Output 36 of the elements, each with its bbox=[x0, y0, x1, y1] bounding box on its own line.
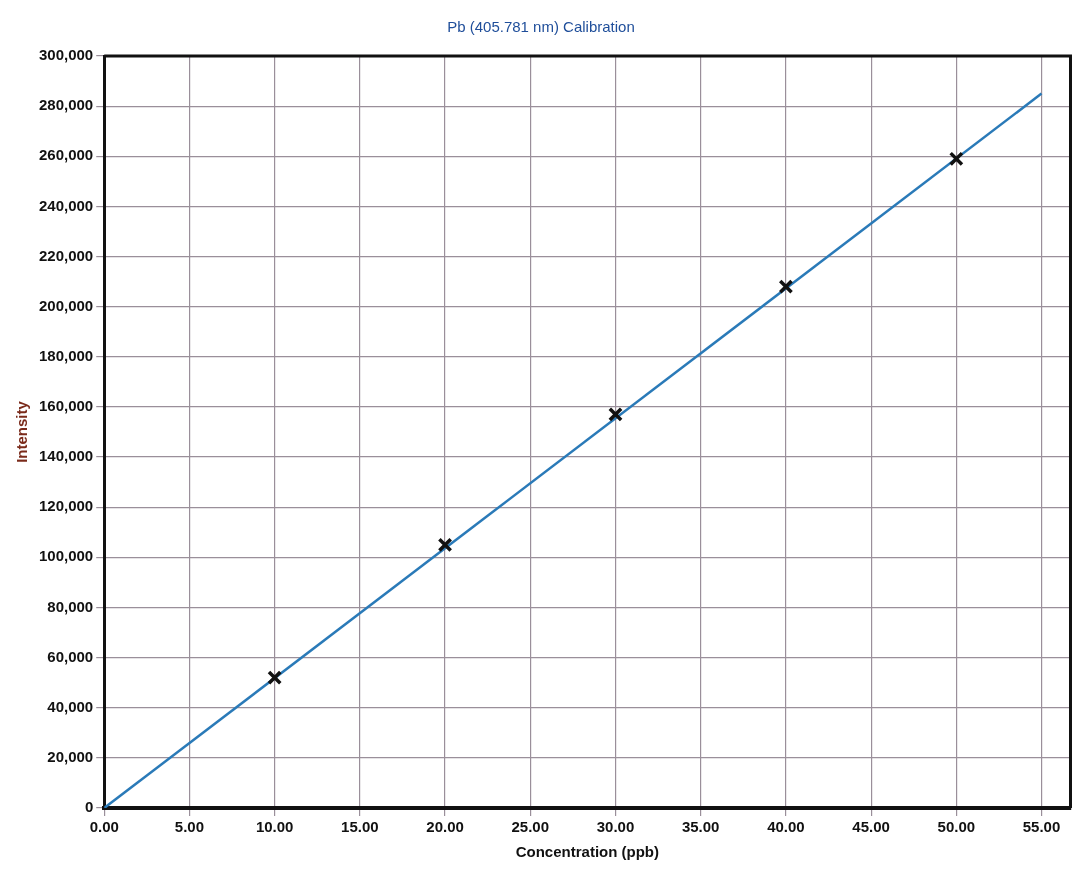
x-tick-label: 25.00 bbox=[511, 818, 550, 836]
point bbox=[267, 670, 283, 686]
y-tick-label: 20,000 bbox=[47, 748, 94, 766]
y-tick-label: 200,000 bbox=[38, 296, 94, 314]
x-tick-label: 45.00 bbox=[852, 818, 890, 836]
x-tick-label: 15.00 bbox=[341, 818, 379, 836]
y-tick-label: 140,000 bbox=[38, 447, 94, 465]
y-tick-label: 280,000 bbox=[38, 96, 94, 114]
y-tick-label: 60,000 bbox=[47, 647, 94, 665]
y-tick-label: 120,000 bbox=[38, 497, 94, 515]
x-tick-label: 35.00 bbox=[681, 818, 720, 836]
point bbox=[437, 537, 453, 553]
point bbox=[948, 151, 964, 167]
x-axis-title: Concentration (ppb) bbox=[515, 843, 660, 861]
y-tick-label: 300,000 bbox=[38, 46, 94, 64]
x-tick-label: 50.00 bbox=[937, 818, 976, 836]
x-tick-label: 20.00 bbox=[426, 818, 464, 836]
x-tick-label: 30.00 bbox=[596, 818, 635, 836]
y-tick-label: 220,000 bbox=[38, 246, 94, 264]
x-tick-label: 0.00 bbox=[89, 818, 119, 836]
point bbox=[778, 279, 794, 295]
y-tick-label: 160,000 bbox=[38, 397, 94, 415]
y-tick-label: 100,000 bbox=[38, 547, 94, 565]
x-tick-label: 10.00 bbox=[255, 818, 294, 836]
y-tick-label: 180,000 bbox=[38, 346, 94, 364]
x-tick-label: 40.00 bbox=[767, 818, 805, 836]
y-tick-label: 240,000 bbox=[38, 196, 94, 214]
y-tick-label: 260,000 bbox=[38, 146, 94, 164]
x-tick-label: 55.00 bbox=[1022, 818, 1061, 836]
chart-title: Pb (405.781 nm) Calibration bbox=[446, 17, 636, 37]
y-tick-label: 0 bbox=[84, 798, 94, 816]
point bbox=[608, 407, 623, 422]
y-axis-title: Intensity bbox=[13, 400, 31, 463]
x-tick-label: 5.00 bbox=[174, 818, 205, 836]
y-tick-label: 80,000 bbox=[47, 597, 94, 615]
y-tick-label: 40,000 bbox=[47, 697, 94, 715]
